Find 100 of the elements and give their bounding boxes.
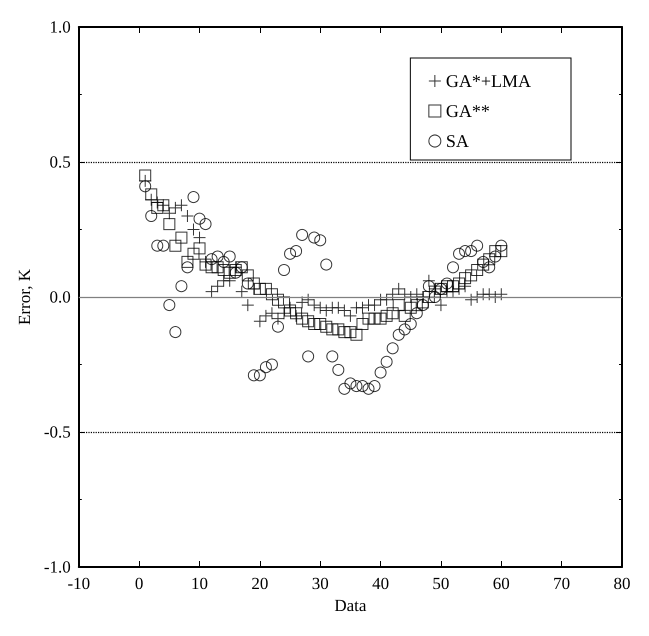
point <box>272 294 284 306</box>
point <box>200 258 212 271</box>
point <box>410 288 424 301</box>
point <box>368 312 381 325</box>
x-tick-label: 30 <box>312 574 329 593</box>
x-axis-title: Data <box>334 596 367 615</box>
x-tick-label: 0 <box>134 574 144 593</box>
point <box>447 261 460 274</box>
point <box>477 258 490 271</box>
point <box>392 328 405 341</box>
point <box>278 306 291 320</box>
point <box>266 358 278 370</box>
point <box>205 285 218 298</box>
point <box>296 296 309 309</box>
point <box>440 278 453 290</box>
point <box>139 170 152 182</box>
point <box>260 361 272 374</box>
point <box>422 291 435 303</box>
point <box>489 250 502 262</box>
point <box>404 290 418 304</box>
point <box>187 191 200 204</box>
point <box>380 293 394 306</box>
point <box>302 350 314 362</box>
point <box>151 202 164 214</box>
point <box>380 310 393 322</box>
legend-label: SA <box>446 131 469 151</box>
point <box>344 377 356 390</box>
point <box>163 218 176 230</box>
point <box>169 326 182 338</box>
point <box>464 293 478 306</box>
point <box>314 318 326 330</box>
point <box>368 298 382 312</box>
point <box>470 290 484 304</box>
point <box>157 240 170 252</box>
point <box>482 288 496 301</box>
point <box>266 288 278 300</box>
point <box>224 250 236 262</box>
point <box>326 350 338 362</box>
x-tick-label: 60 <box>492 574 510 593</box>
point <box>242 269 254 282</box>
x-tick-label: 50 <box>432 574 450 593</box>
point <box>224 266 236 279</box>
point <box>296 228 308 241</box>
point <box>489 245 502 258</box>
point <box>139 180 152 192</box>
point <box>194 242 206 254</box>
point <box>440 280 453 292</box>
point <box>320 258 332 271</box>
point <box>380 356 393 368</box>
point <box>428 291 441 303</box>
point <box>332 323 344 336</box>
point <box>212 261 224 274</box>
point <box>175 232 188 244</box>
point <box>453 278 466 290</box>
point <box>368 380 381 392</box>
point <box>483 253 496 266</box>
point <box>206 253 218 266</box>
point <box>308 232 320 244</box>
point <box>181 256 194 268</box>
point <box>477 256 490 268</box>
point <box>320 320 332 333</box>
point <box>230 264 242 276</box>
point <box>374 366 387 379</box>
point <box>145 210 158 222</box>
point <box>278 296 290 308</box>
point <box>386 342 399 354</box>
y-tick-label: -0.5 <box>44 422 71 442</box>
y-axis-title: Error, K <box>15 268 34 325</box>
point <box>218 256 230 268</box>
x-tick-label: 80 <box>614 574 630 593</box>
point <box>284 304 296 316</box>
point <box>398 310 411 322</box>
point <box>248 369 260 382</box>
point <box>151 240 164 252</box>
point <box>356 380 368 392</box>
point <box>211 280 224 293</box>
point <box>374 312 387 325</box>
point <box>187 248 200 260</box>
point <box>434 298 448 312</box>
point <box>308 318 320 330</box>
point <box>392 299 405 312</box>
point <box>296 312 308 325</box>
point <box>248 278 260 290</box>
x-tick-label: 70 <box>553 574 570 593</box>
point <box>326 323 338 336</box>
point <box>290 307 302 320</box>
point <box>284 248 296 260</box>
point <box>242 278 254 290</box>
point <box>259 309 272 322</box>
y-tick-label: 1.0 <box>50 18 71 36</box>
point <box>212 250 224 262</box>
point <box>314 234 326 246</box>
point <box>410 299 423 312</box>
point <box>459 245 472 258</box>
point <box>229 260 242 274</box>
point <box>241 298 254 312</box>
x-tick-label: 20 <box>251 574 268 593</box>
point <box>218 264 230 276</box>
point <box>338 326 350 338</box>
point <box>428 286 441 298</box>
